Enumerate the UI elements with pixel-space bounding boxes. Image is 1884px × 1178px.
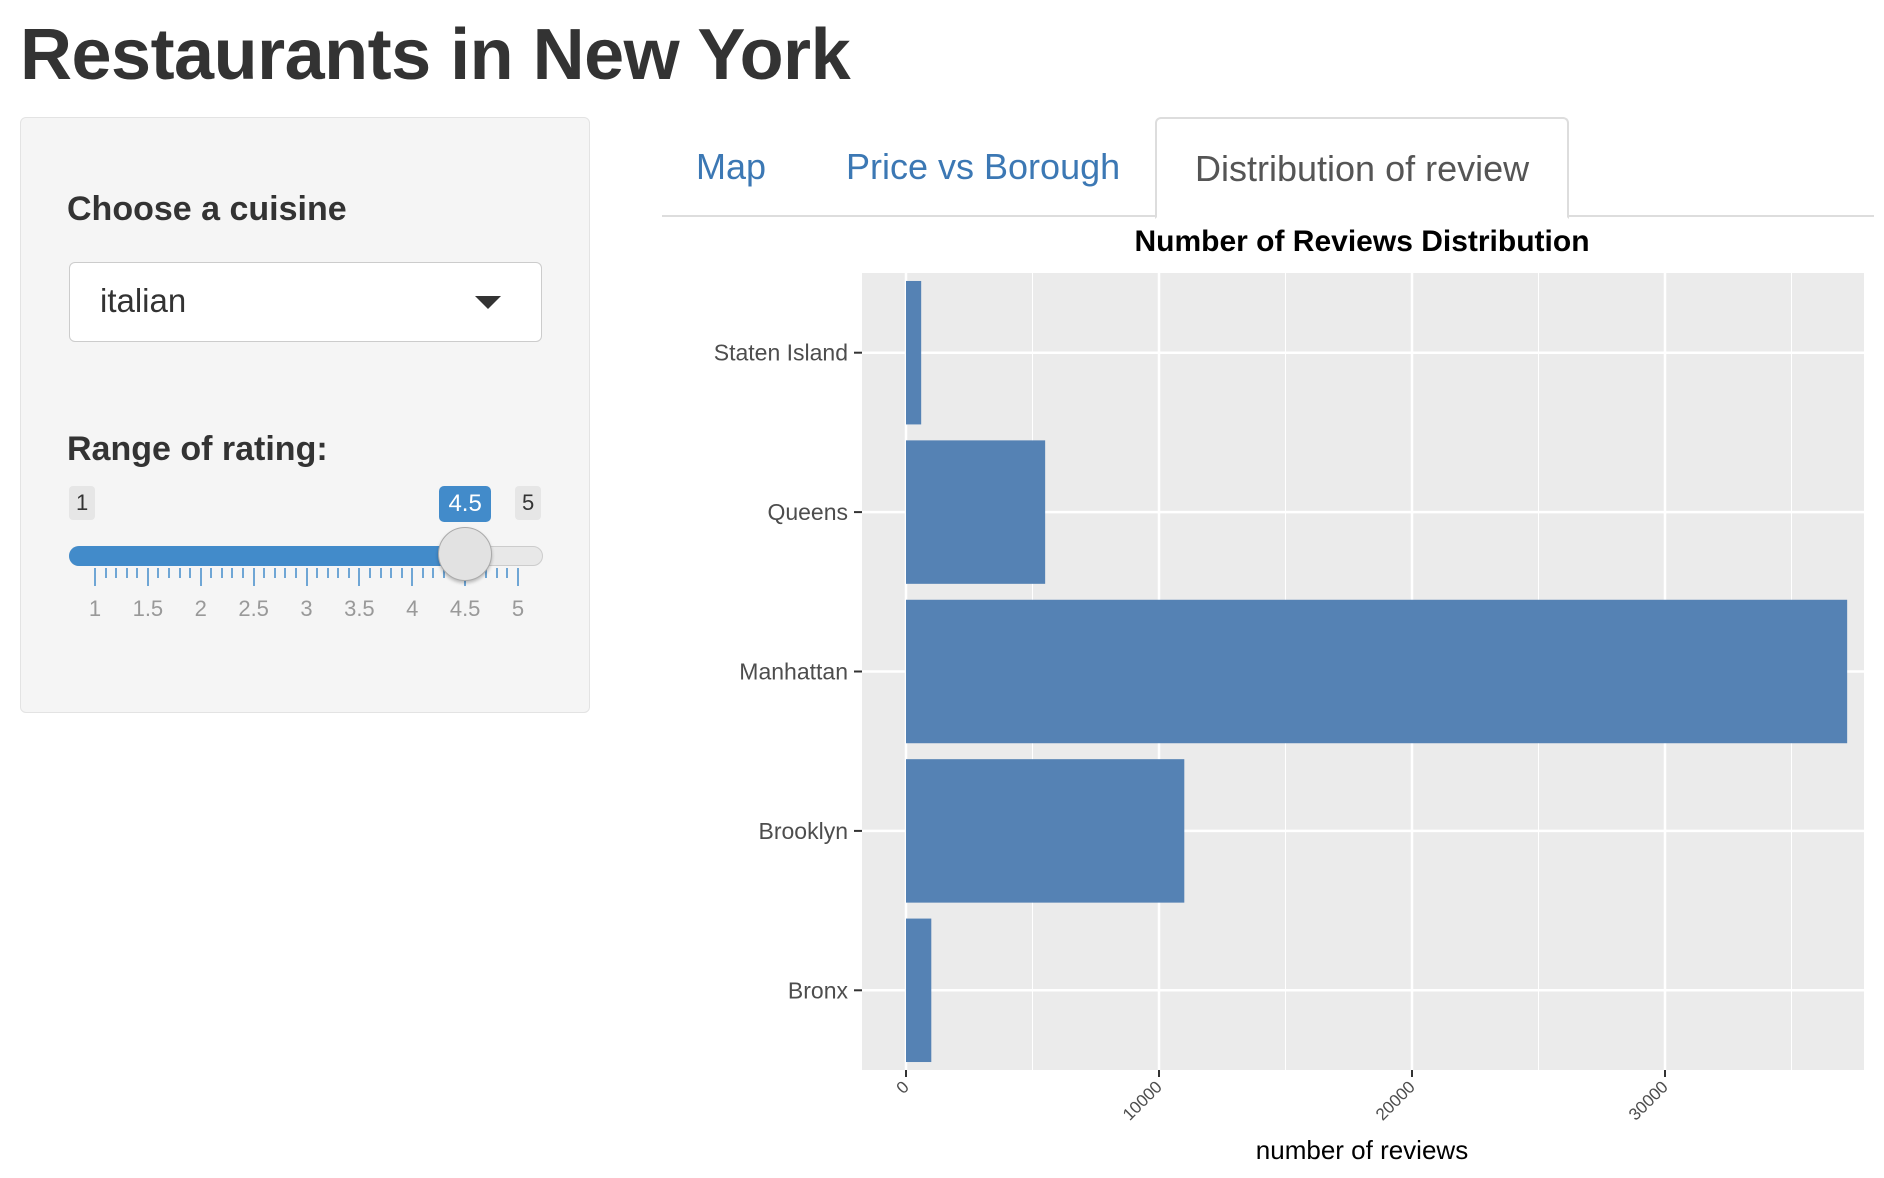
cuisine-select-value: italian — [100, 282, 187, 319]
slider-tick-label: 4.5 — [449, 596, 481, 621]
sidebar-panel: Choose a cuisine italian Range of rating… — [20, 117, 590, 713]
slider-minor-tick — [231, 568, 234, 578]
slider-minor-tick — [220, 568, 223, 578]
slider-major-tick — [146, 568, 149, 586]
slider-minor-tick — [242, 568, 245, 578]
tab-distribution-of-review[interactable]: Distribution of review — [1155, 117, 1570, 219]
slider-minor-tick — [189, 568, 192, 578]
y-tick-label: Queens — [767, 499, 848, 525]
cuisine-select[interactable]: italian — [69, 262, 542, 342]
y-tick-label: Manhattan — [739, 659, 848, 685]
cuisine-label: Choose a cuisine — [67, 190, 347, 228]
slider-minor-tick — [168, 568, 171, 578]
slider-major-tick — [199, 568, 202, 586]
bar-brooklyn — [906, 759, 1185, 903]
slider-minor-tick — [485, 568, 488, 578]
bar-manhattan — [906, 599, 1848, 744]
slider-tick-label: 3.5 — [344, 596, 375, 621]
slider-max-label: 5 — [515, 486, 542, 520]
slider-minor-tick — [432, 568, 435, 578]
x-tick-label: 30000 — [1625, 1077, 1672, 1124]
slider-minor-tick — [273, 568, 276, 578]
slider-value-label: 4.5 — [439, 486, 492, 522]
slider-tick-label: 1 — [88, 596, 102, 621]
slider-tick-label: 1.5 — [132, 596, 164, 621]
slider-minor-tick — [104, 568, 107, 578]
slider-minor-tick — [421, 568, 424, 578]
y-tick-label: Bronx — [788, 977, 849, 1003]
slider-major-tick — [94, 568, 96, 586]
x-tick-label: 0 — [893, 1077, 913, 1097]
rating-range-label: Range of rating: — [67, 430, 328, 468]
slider-minor-tick — [337, 568, 340, 578]
bar-queens — [906, 440, 1046, 584]
bar-bronx — [906, 918, 932, 1063]
slider-minor-tick — [125, 568, 128, 578]
rating-slider-fill — [69, 546, 466, 566]
slider-minor-tick — [368, 568, 371, 578]
slider-min-label: 1 — [69, 486, 96, 520]
slider-minor-tick — [294, 568, 297, 578]
slider-minor-tick — [157, 568, 160, 578]
y-tick-label: Brooklyn — [759, 818, 848, 844]
chart-title: Number of Reviews Distribution — [1134, 225, 1589, 258]
slider-minor-tick — [136, 568, 139, 578]
slider-major-tick — [358, 568, 361, 586]
slider-tick-label: 5 — [511, 596, 525, 621]
reviews-distribution-chart: Number of Reviews Distribution Staten Isl… — [714, 225, 1864, 1165]
slider-minor-tick — [495, 568, 498, 578]
x-tick-label: 10000 — [1119, 1077, 1166, 1124]
slider-minor-tick — [347, 568, 350, 578]
slider-minor-tick — [442, 568, 445, 578]
slider-major-tick — [252, 568, 255, 586]
tab-map[interactable]: Map — [696, 146, 767, 187]
slider-minor-tick — [178, 568, 181, 578]
x-axis-label: number of reviews — [1256, 1135, 1468, 1165]
slider-minor-tick — [326, 568, 329, 578]
y-tick-label: Staten Island — [714, 340, 848, 366]
slider-major-tick — [517, 568, 519, 586]
tab-price-vs-borough[interactable]: Price vs Borough — [846, 146, 1121, 187]
slider-major-tick — [411, 568, 414, 586]
tab-bar: Map Price vs Borough Distribution of rev… — [662, 117, 1874, 219]
slider-tick-label: 4 — [406, 596, 419, 621]
rating-slider-handle[interactable] — [438, 527, 493, 581]
slider-tick-label: 2 — [194, 596, 207, 621]
slider-minor-tick — [284, 568, 287, 578]
slider-minor-tick — [400, 568, 403, 578]
x-tick-label: 20000 — [1372, 1077, 1419, 1124]
page-title: Restaurants in New York — [20, 15, 851, 95]
slider-major-tick — [305, 568, 308, 586]
slider-minor-tick — [506, 568, 509, 578]
slider-minor-tick — [316, 568, 319, 578]
slider-tick-label: 3 — [300, 596, 313, 621]
caret-down-icon — [475, 296, 501, 309]
slider-minor-tick — [390, 568, 393, 578]
bar-staten-island — [906, 280, 922, 425]
slider-minor-tick — [263, 568, 266, 578]
slider-minor-tick — [379, 568, 382, 578]
slider-tick-label: 2.5 — [238, 596, 269, 621]
slider-minor-tick — [210, 568, 213, 578]
slider-minor-tick — [115, 568, 118, 578]
